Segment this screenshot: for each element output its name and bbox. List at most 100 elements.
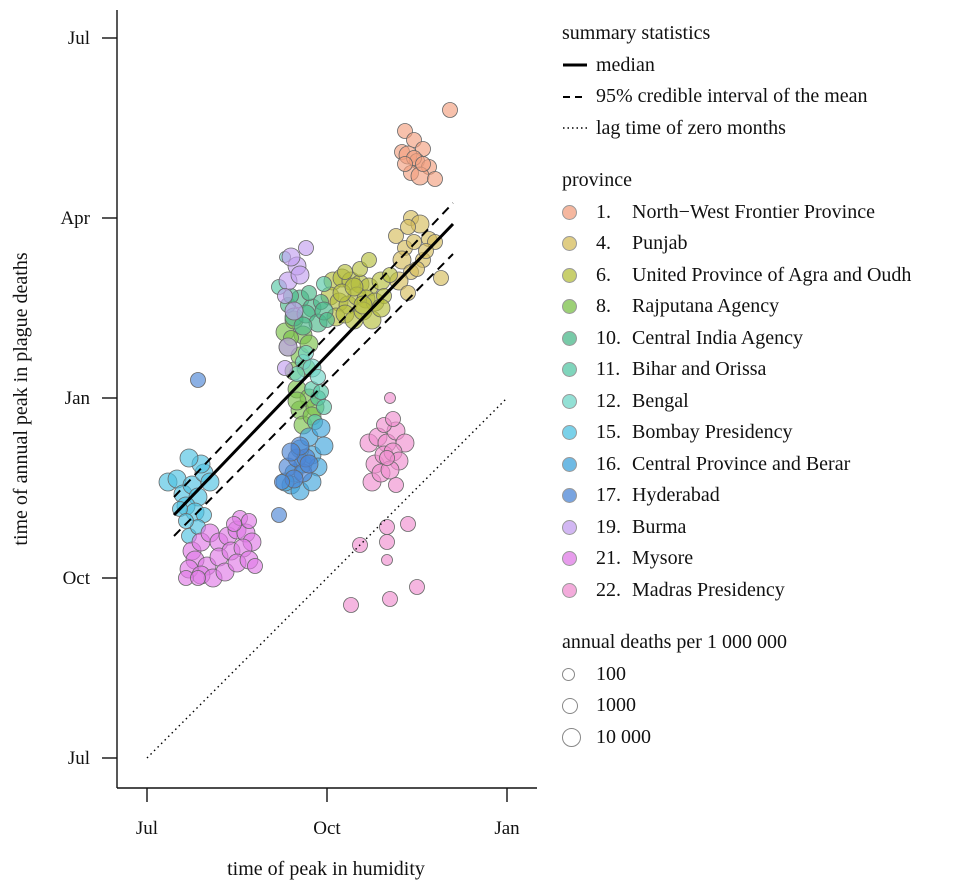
deaths-legend-title: annual deaths per 1 000 000 xyxy=(562,631,787,653)
y-tick-label: Apr xyxy=(60,208,90,229)
data-point-series-11 xyxy=(190,570,206,586)
data-point-series-12 xyxy=(385,411,401,427)
data-point-series-10 xyxy=(277,360,293,376)
province-legend-item: 19. Burma xyxy=(562,512,972,544)
deaths-legend-list: 100 1000 10 000 xyxy=(562,659,972,754)
data-point-series-12 xyxy=(379,534,395,550)
y-tick-label: Jul xyxy=(68,748,90,769)
summary-legend-title: summary statistics xyxy=(562,22,711,44)
province-name: United Province of Agra and Oudh xyxy=(632,263,912,286)
province-legend-item: 8. Rajputana Agency xyxy=(562,291,972,323)
data-point-series-11 xyxy=(226,516,242,532)
province-name: Madras Presidency xyxy=(632,578,785,601)
province-number: 6. xyxy=(596,263,611,286)
size-circle xyxy=(562,667,575,681)
deaths-legend-label: 100 xyxy=(596,662,626,685)
data-point-series-12 xyxy=(382,591,398,607)
deaths-legend-item: 1000 xyxy=(562,690,972,722)
province-color-dot xyxy=(562,299,577,315)
x-tick-label: Jan xyxy=(494,818,520,839)
data-point-series-5 xyxy=(316,399,332,415)
province-color-dot xyxy=(562,204,577,220)
data-point-series-7 xyxy=(200,472,220,492)
province-name: Central India Agency xyxy=(632,326,804,349)
province-legend-item: 21. Mysore xyxy=(562,543,972,575)
summary-legend-item: lag time of zero months xyxy=(562,113,972,145)
data-point-series-2 xyxy=(371,298,391,318)
data-point-series-9 xyxy=(190,372,206,388)
province-number: 11. xyxy=(596,358,621,380)
province-legend-item: 11. Bihar and Orissa xyxy=(562,354,972,386)
y-tick-label: Jul xyxy=(68,28,90,49)
province-name: Central Province and Berar xyxy=(632,452,851,475)
data-point-series-2 xyxy=(344,277,364,297)
deaths-legend-label: 10 000 xyxy=(596,725,651,748)
province-legend-title: province xyxy=(562,169,632,191)
data-point-series-12 xyxy=(409,579,425,595)
axes-layer: Jul Oct Jan Apr Jul Jul Oct Jan xyxy=(60,10,537,839)
data-point-series-12 xyxy=(400,516,416,532)
data-point-series-9 xyxy=(299,454,319,474)
deaths-legend-item: 10 000 xyxy=(562,722,972,754)
data-point-series-12 xyxy=(379,519,395,535)
summary-legend-item: 95% credible interval of the mean xyxy=(562,81,972,113)
province-number: 8. xyxy=(596,295,611,317)
y-tick-label: Jan xyxy=(65,388,91,409)
scatter-chart: Jul Oct Jan Apr Jul Jul Oct Jan time of peak in… xyxy=(10,10,537,880)
data-point-series-1 xyxy=(392,250,412,270)
data-point-series-1 xyxy=(433,270,449,286)
y-tick-label: Oct xyxy=(63,568,91,589)
province-name: Bengal xyxy=(632,389,689,412)
province-color-dot xyxy=(562,362,577,378)
data-point-series-2 xyxy=(337,264,353,280)
data-point-series-9 xyxy=(281,442,301,462)
data-point-series-10 xyxy=(290,265,310,285)
line-style-swatch xyxy=(562,59,596,71)
data-point-series-6 xyxy=(310,369,326,385)
x-tick-label: Jul xyxy=(136,818,158,839)
province-legend-item: 1. North−West Frontier Province xyxy=(562,197,972,229)
province-name: Bombay Presidency xyxy=(632,421,793,443)
data-point-series-9 xyxy=(274,474,290,490)
province-name: Rajputana Agency xyxy=(632,295,780,317)
province-name: Bihar and Orissa xyxy=(632,358,767,380)
province-name: Burma xyxy=(632,515,687,538)
data-point-series-2 xyxy=(382,267,398,283)
data-point-series-12 xyxy=(379,450,395,466)
province-color-dot xyxy=(562,330,577,346)
data-point-series-10 xyxy=(278,337,298,357)
province-number: 10. xyxy=(596,326,621,349)
data-point-series-8 xyxy=(311,418,331,438)
province-name: Mysore xyxy=(632,547,694,569)
province-legend-item: 15. Bombay Presidency xyxy=(562,417,972,449)
province-legend-item: 22. Madras Presidency xyxy=(562,575,972,607)
province-number: 21. xyxy=(596,547,621,569)
province-number: 17. xyxy=(596,484,621,506)
data-point-series-12 xyxy=(388,477,404,493)
data-point-series-10 xyxy=(281,247,301,267)
data-point-series-0 xyxy=(397,156,413,172)
x-tick-label: Oct xyxy=(313,818,341,839)
province-color-dot xyxy=(562,456,577,472)
data-point-series-4 xyxy=(319,312,335,328)
province-legend-item: 16. Central Province and Berar xyxy=(562,449,972,481)
data-point-series-7 xyxy=(179,448,199,468)
province-number: 1. xyxy=(596,200,611,223)
data-point-series-2 xyxy=(361,252,377,268)
province-number: 15. xyxy=(596,421,621,443)
data-point-series-2 xyxy=(353,295,373,315)
summary-legend-label: median xyxy=(596,53,655,76)
province-color-dot xyxy=(562,425,577,441)
province-legend-item: 6. United Province of Agra and Oudh xyxy=(562,260,972,292)
legend: summary statistics median 95% credible in… xyxy=(562,18,972,753)
data-point-series-1 xyxy=(388,228,404,244)
province-name: North−West Frontier Province xyxy=(632,200,875,223)
province-number: 12. xyxy=(596,389,621,412)
province-name: Punjab xyxy=(632,232,688,254)
summary-legend-list: median 95% credible interval of the mean l… xyxy=(562,50,972,145)
province-number: 4. xyxy=(596,232,611,254)
data-point-series-1 xyxy=(406,234,422,250)
data-point-series-10 xyxy=(277,288,293,304)
line-style-swatch xyxy=(562,91,596,103)
data-point-series-11 xyxy=(241,513,257,529)
